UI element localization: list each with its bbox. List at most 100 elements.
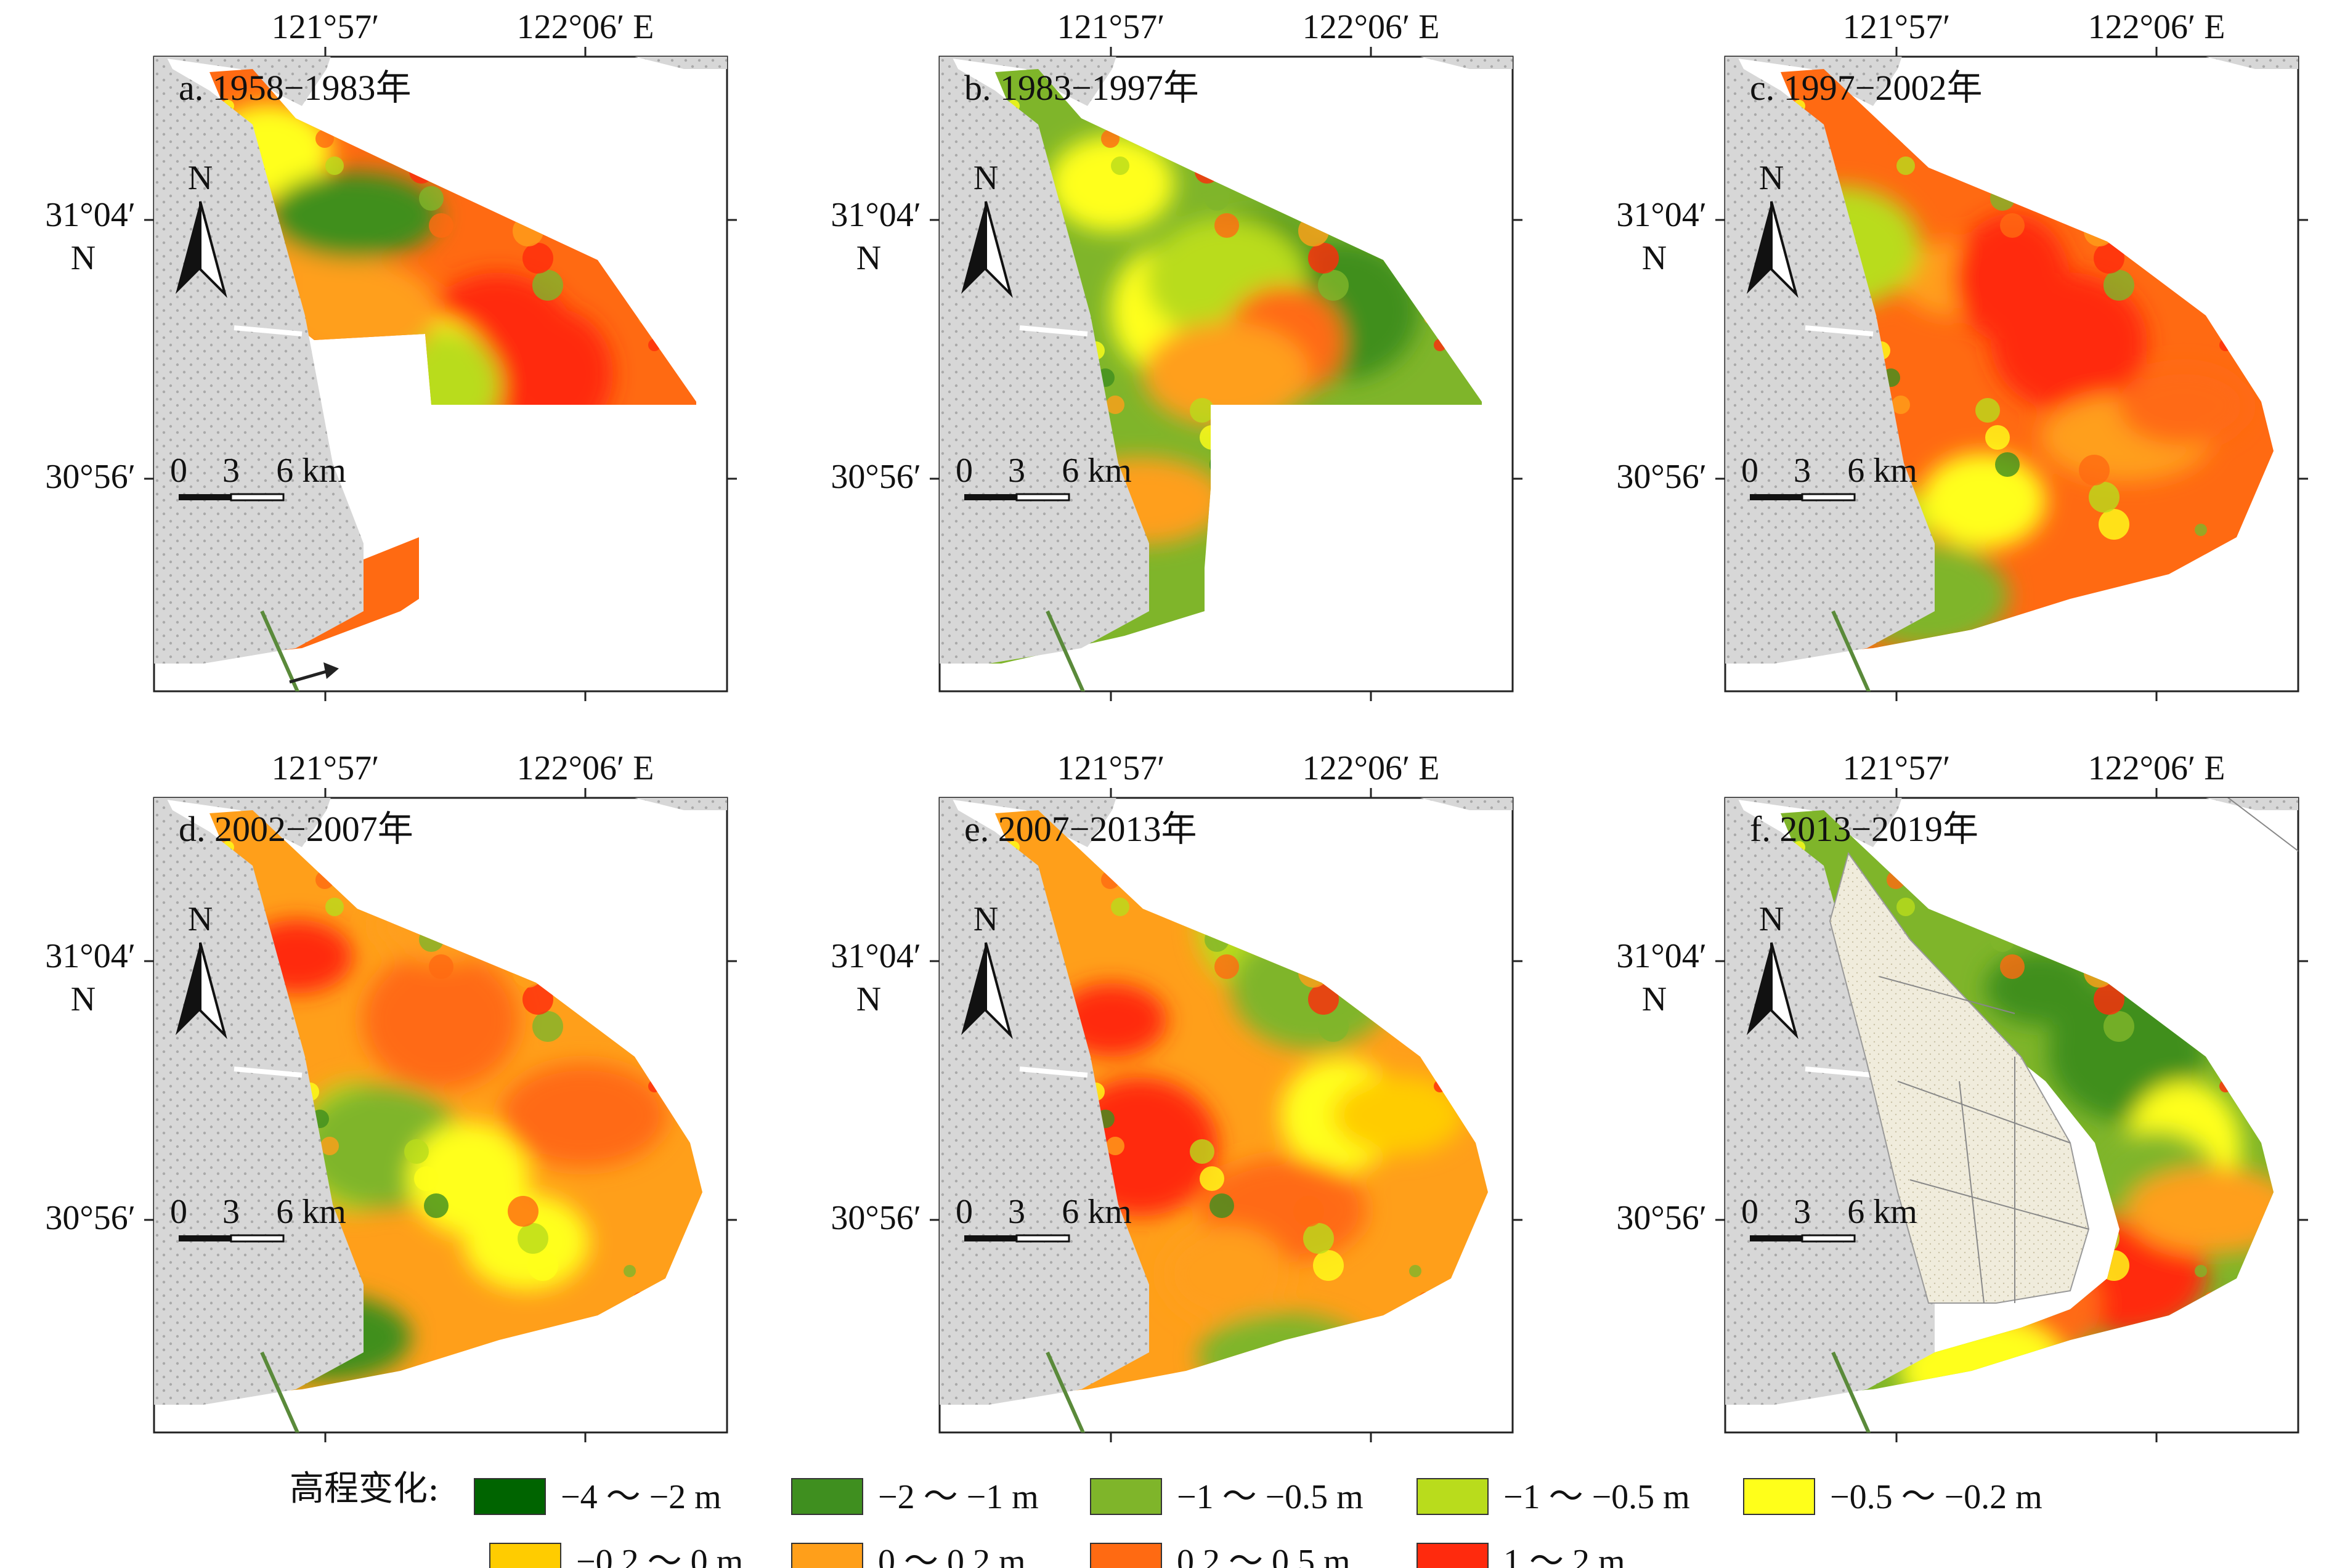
map-panel-e: 121°57′ 122°06′ E 31°04′ N 30°56′ e. 2007−201…: [831, 749, 1522, 1442]
scale-6: 6 km: [1062, 1193, 1132, 1231]
north-arrow-icon: N: [176, 900, 227, 1039]
north-label: N: [973, 900, 998, 938]
change-speck: [419, 186, 444, 211]
north-arrow-left: [176, 943, 200, 1035]
lon-label-1: 121°57′: [1057, 8, 1165, 46]
scale-seg-2: [1015, 1234, 1070, 1243]
change-speck: [2089, 482, 2120, 513]
north-arrow-icon: N: [961, 900, 1013, 1039]
change-speck: [1896, 898, 1915, 916]
legend-swatch: [1090, 1543, 1162, 1568]
scale-3: 3: [1008, 452, 1025, 490]
jetty: [1019, 1066, 1088, 1078]
change-speck: [1214, 213, 1239, 238]
legend-label: −1 ～ −0.5 m: [1503, 1478, 1690, 1516]
scale-seg-1: [1750, 1235, 1802, 1241]
land-north: [940, 57, 1116, 106]
change-cluster: [1049, 136, 1174, 232]
change-speck: [429, 213, 453, 238]
scale-0: 0: [1741, 1193, 1758, 1231]
map-panel-b: 121°57′ 122°06′ E 31°04′ N 30°56′ b. 1983−199…: [831, 8, 1522, 701]
land-north: [1725, 798, 1902, 847]
change-speck: [532, 1011, 563, 1042]
scale-0: 0: [1741, 452, 1758, 490]
scale-6: 6 km: [276, 1193, 346, 1231]
north-label: N: [1759, 900, 1784, 938]
legend-item: 1 ～ 2 m: [1417, 1543, 1625, 1568]
panels: 121°57′ 122°06′ E 31°04′ N 30°56′ a. 1958−198…: [45, 8, 2308, 1442]
legend-swatch: [1417, 1543, 1489, 1568]
change-speck: [1303, 1223, 1334, 1254]
land-north-east: [1334, 57, 1513, 69]
change-cluster: [1333, 1076, 1463, 1155]
map-panel-c: 121°57′ 122°06′ E 31°04′ N 30°56′ c. 1997−200…: [1616, 8, 2308, 701]
legend-swatch: [1090, 1478, 1162, 1515]
lon-label-2: 122°06′ E: [517, 749, 654, 787]
legend-swatch: [791, 1543, 863, 1568]
change-speck: [1200, 1166, 1224, 1191]
change-speck: [1896, 156, 1915, 175]
north-arrow-left: [1747, 201, 1771, 294]
change-speck: [1106, 396, 1124, 414]
change-speck: [424, 1193, 449, 1218]
change-speck: [1190, 398, 1214, 423]
change-speck: [518, 1223, 548, 1254]
legend-item: −0.5 ～ −0.2 m: [1743, 1478, 2042, 1516]
legend-swatch: [1743, 1478, 1815, 1515]
lon-label-1: 121°57′: [272, 8, 380, 46]
land-north-east: [548, 798, 727, 810]
scale-6: 6 km: [1847, 452, 1917, 490]
north-arrow-icon: N: [176, 159, 227, 298]
panel-title: a. 1958−1983年: [179, 68, 411, 108]
map-panel-d: 121°57′ 122°06′ E 31°04′ N 30°56′ d. 2002−200…: [45, 749, 737, 1442]
change-speck: [522, 243, 553, 274]
legend-label: 0.2 ～ 0.5 m: [1177, 1543, 1351, 1568]
scale-3: 3: [1008, 1193, 1025, 1231]
land-north-east: [2120, 798, 2298, 810]
lat-hemisphere: N: [71, 239, 96, 277]
legend-item: −1 ～ −0.5 m: [1417, 1478, 1690, 1516]
lon-label-1: 121°57′: [1843, 8, 1951, 46]
bridge-line: [1831, 610, 1871, 691]
change-speck: [1106, 1137, 1124, 1155]
scale-0: 0: [956, 1193, 973, 1231]
change-speck: [429, 954, 453, 979]
mainland: [940, 798, 1149, 1405]
map-panel-f: 121°57′ 122°06′ E 31°04′ N 30°56′ f. 2013−201…: [1616, 749, 2308, 1442]
change-speck: [2094, 984, 2124, 1015]
change-speck: [1293, 1196, 1324, 1227]
change-speck: [1308, 243, 1339, 274]
scale-0: 0: [956, 452, 973, 490]
lat-label-1: 31°04′: [831, 196, 921, 234]
mainland: [940, 57, 1149, 664]
scale-0: 0: [170, 1193, 187, 1231]
change-speck: [1111, 898, 1129, 916]
scale-seg-2: [1015, 493, 1070, 502]
north-label: N: [1759, 159, 1784, 197]
change-speck: [2094, 243, 2124, 274]
scale-6: 6 km: [276, 452, 346, 490]
north-arrow-right: [985, 942, 1013, 1039]
reclaim-grid-line: [1959, 1081, 1985, 1304]
reclaim-grid-line: [1879, 976, 2015, 1014]
scale-seg-2: [230, 493, 285, 502]
scale-seg-2: [230, 1234, 285, 1243]
north-arrow-right: [985, 201, 1013, 298]
lon-label-2: 122°06′ E: [2088, 8, 2225, 46]
legend-item: −2 ～ −1 m: [791, 1478, 1039, 1516]
change-speck: [1892, 396, 1910, 414]
change-cluster: [1920, 453, 2046, 549]
change-speck: [527, 1250, 558, 1281]
land-north-east: [2120, 57, 2298, 69]
bridge-line: [1046, 1351, 1086, 1432]
north-label: N: [188, 900, 213, 938]
change-speck: [2103, 270, 2134, 301]
lat-hemisphere: N: [1642, 980, 1667, 1018]
change-cluster: [1143, 322, 1309, 426]
land-north-east: [548, 57, 727, 69]
scale-6: 6 km: [1062, 452, 1132, 490]
lat-label-2: 30°56′: [45, 1199, 136, 1237]
land-north: [154, 798, 331, 847]
